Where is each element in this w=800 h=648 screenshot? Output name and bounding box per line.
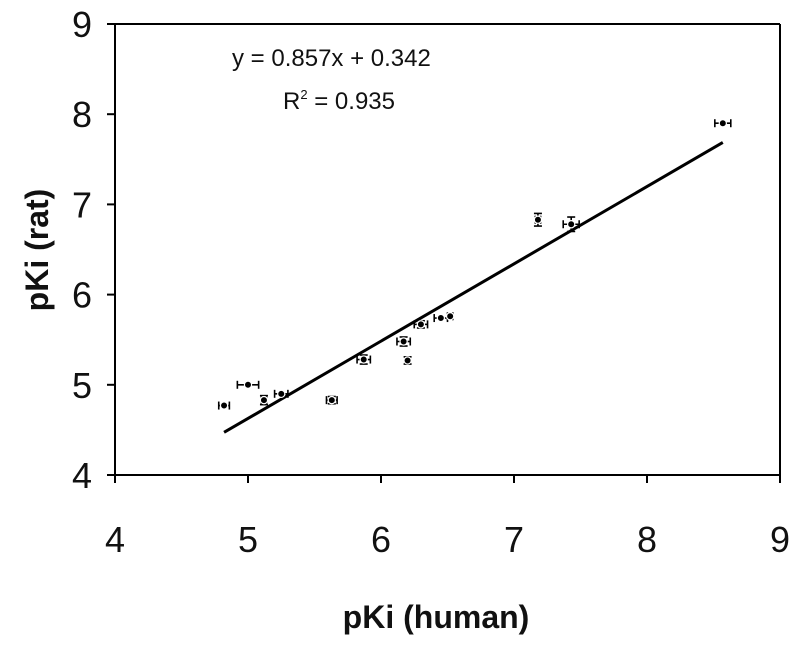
data-point-marker	[718, 119, 728, 128]
data-point	[445, 312, 455, 321]
data-point-marker	[399, 337, 408, 346]
data-point	[273, 389, 289, 399]
y-tick-label: 9	[72, 4, 92, 45]
data-point	[413, 319, 429, 329]
data-point-marker	[403, 356, 412, 365]
data-point	[714, 119, 732, 128]
x-tick-label: 6	[371, 519, 391, 560]
data-point-marker	[416, 320, 426, 329]
data-point-marker	[277, 389, 286, 399]
data-point	[236, 380, 260, 389]
data-points	[217, 119, 732, 410]
x-tick-label: 7	[504, 519, 524, 560]
data-point-marker	[566, 220, 576, 229]
plot-frame	[114, 23, 781, 476]
x-tick-label: 8	[637, 519, 657, 560]
data-point-marker	[259, 395, 269, 405]
data-point	[259, 394, 269, 406]
y-tick-label: 7	[72, 184, 92, 225]
r-squared-superscript: 2	[300, 87, 307, 102]
y-tick-label: 4	[72, 455, 92, 496]
x-axis-label: pKi (human)	[343, 599, 530, 635]
axis-ticks: 4 5 6 7 8 9 4 5 6 7 8 9	[72, 4, 790, 560]
data-point	[533, 212, 543, 227]
y-tick-label: 6	[72, 275, 92, 316]
equation-annotation: y = 0.857x + 0.342	[232, 45, 431, 72]
regression-line	[223, 141, 724, 434]
y-axis-label: pKi (rat)	[19, 189, 55, 312]
r-squared-suffix: = 0.935	[308, 88, 395, 115]
data-point-marker	[327, 395, 336, 405]
regression-line-group	[223, 141, 724, 434]
data-point	[325, 395, 338, 405]
data-point-marker	[219, 401, 229, 410]
data-point-marker	[533, 215, 543, 224]
x-tick-label: 5	[238, 519, 258, 560]
data-point-marker	[243, 380, 253, 389]
y-tick-label: 8	[72, 94, 92, 135]
r-squared-prefix: R	[283, 88, 300, 115]
x-tick-label: 9	[770, 519, 790, 560]
data-point	[217, 401, 231, 410]
r-squared-annotation: R2 = 0.935	[283, 87, 395, 115]
data-point	[562, 216, 580, 233]
data-point	[396, 336, 412, 347]
data-point	[403, 356, 412, 365]
data-point	[356, 354, 372, 365]
data-point-marker	[445, 312, 455, 321]
data-point	[433, 313, 449, 323]
x-tick-label: 4	[105, 519, 125, 560]
data-point-marker	[436, 313, 446, 323]
y-tick-label: 5	[72, 365, 92, 406]
data-point-marker	[359, 355, 368, 364]
